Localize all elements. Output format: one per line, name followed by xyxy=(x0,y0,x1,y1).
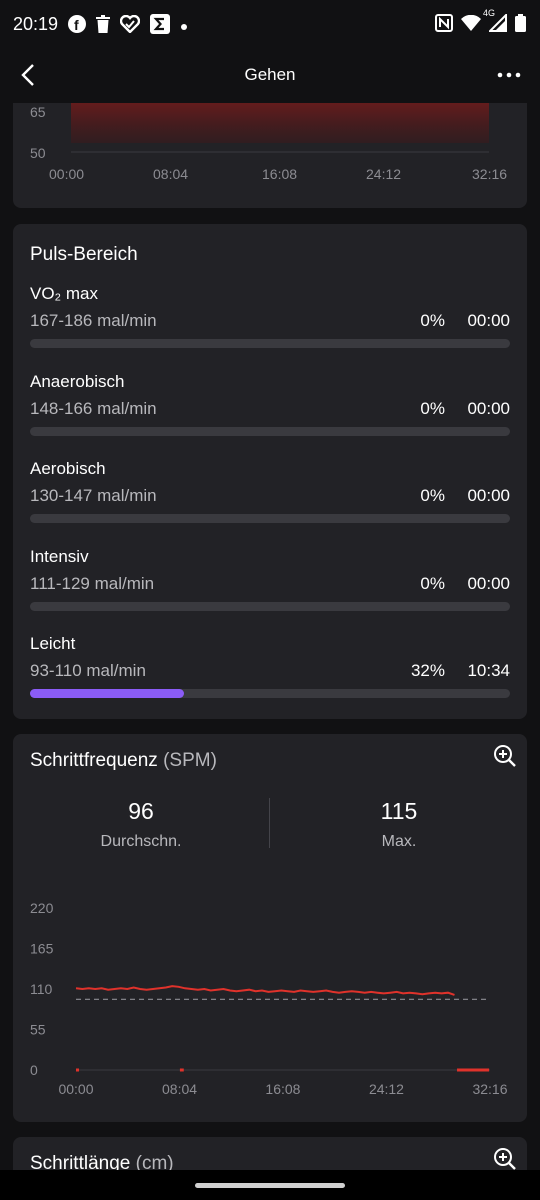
stride-length-unit: (cm) xyxy=(135,1153,174,1170)
hr-zone-name: Leicht xyxy=(30,634,76,653)
hr-x-tick-label: 00:00 xyxy=(49,166,84,182)
hr-zone-row: VO₂ max 167-186 mal/min 0% 00:00 xyxy=(30,284,510,364)
hr-zone-name: Aerobisch xyxy=(30,459,106,478)
hr-x-tick-label: 32:16 xyxy=(472,166,507,182)
stride-length-card: Schrittlänge (cm) xyxy=(13,1137,527,1170)
hr-zone-progress-track xyxy=(30,601,510,611)
hr-zone-name: Intensiv xyxy=(30,546,89,566)
hr-zone-row: Leicht 93-110 mal/min 32% 10:34 xyxy=(30,634,510,714)
svg-text:f: f xyxy=(74,17,79,33)
cadence-zoom-button[interactable] xyxy=(493,744,517,768)
hr-zone-time: 00:00 xyxy=(467,398,510,418)
heart-rate-chart: 65 50 00:00 08:04 16:08 24:12 32:16 xyxy=(30,103,507,182)
cadence-average-value: 96 xyxy=(128,798,154,824)
cadence-series-line xyxy=(75,985,455,996)
cadence-title: Schrittfrequenz (SPM) xyxy=(30,750,217,772)
cadence-y-tick-label: 165 xyxy=(30,941,54,957)
back-arrow-icon xyxy=(21,64,34,86)
cadence-y-tick-label: 55 xyxy=(30,1022,46,1038)
cadence-y-tick-label: 220 xyxy=(30,900,54,916)
hr-zone-time: 00:00 xyxy=(467,311,510,330)
hr-zone-range: 130-147 mal/min xyxy=(30,486,157,505)
wifi-icon xyxy=(461,14,481,36)
cadence-max-label: Max. xyxy=(381,833,417,850)
cadence-x-tick-label: 32:16 xyxy=(472,1081,507,1097)
cadence-unit: (SPM) xyxy=(163,750,217,771)
hr-zone-progress-track xyxy=(30,514,510,523)
hr-x-tick-label: 16:08 xyxy=(262,166,297,182)
zoom-in-icon xyxy=(494,745,516,767)
heart-rate-chart-card: 65 50 00:00 08:04 16:08 24:12 32:16 xyxy=(13,103,527,208)
hr-zones-title: Puls-Bereich xyxy=(30,244,138,265)
cadence-card: Schrittfrequenz (SPM) 96 Durchschn. 115 … xyxy=(13,734,527,1122)
cadence-x-tick-label: 00:00 xyxy=(58,1081,93,1097)
hr-zone-name: Anaerobisch xyxy=(30,371,125,391)
dot-icon xyxy=(180,18,188,36)
hr-y-tick-label: 50 xyxy=(30,145,46,161)
cadence-x-tick-label: 16:08 xyxy=(265,1081,300,1097)
hr-zone-progress-fill xyxy=(30,689,184,698)
hr-zone-row: Aerobisch 130-147 mal/min 0% 00:00 xyxy=(30,459,510,539)
zoom-in-icon xyxy=(494,1148,516,1170)
signal-icon: 4G xyxy=(483,8,507,37)
cadence-title-text: Schrittfrequenz xyxy=(30,750,158,771)
stride-length-zoom-button[interactable] xyxy=(493,1147,517,1170)
health-heart-icon xyxy=(119,14,141,38)
more-options-button[interactable] xyxy=(496,62,522,88)
hr-x-tick-label: 08:04 xyxy=(153,166,188,182)
hr-zone-range: 148-166 mal/min xyxy=(30,398,157,418)
hr-x-tick-label: 24:12 xyxy=(366,166,401,182)
hr-zone-percent: 0% xyxy=(420,311,445,330)
cadence-average-label: Durchschn. xyxy=(100,833,182,850)
cadence-y-tick-label: 0 xyxy=(30,1062,38,1078)
facebook-icon: f xyxy=(68,15,86,38)
cadence-max-stat: 115 Max. xyxy=(274,798,524,851)
hr-zone-range: 167-186 mal/min xyxy=(30,311,157,330)
stat-divider xyxy=(269,798,270,848)
cadence-average-stat: 96 Durchschn. xyxy=(16,798,266,851)
app-bar: Gehen xyxy=(0,50,540,102)
home-gesture-handle[interactable] xyxy=(195,1183,345,1188)
hr-zone-name: VO₂ max xyxy=(30,284,98,303)
hr-zone-time: 00:00 xyxy=(467,573,510,593)
sigma-app-icon xyxy=(150,14,170,39)
cadence-max-value: 115 xyxy=(380,798,418,824)
hr-zone-progress-track xyxy=(30,689,510,698)
hr-zone-percent: 32% xyxy=(410,661,445,680)
hr-zone-range: 111-129 mal/min xyxy=(30,573,155,593)
network-type-label: 4G xyxy=(483,8,496,18)
status-time: 20:19 xyxy=(13,14,59,34)
cadence-chart: 220 165 110 55 0 00:00 08:04 16:08 24:12 32:16 xyxy=(30,900,508,1097)
hr-zone-time: 10:34 xyxy=(467,661,510,680)
stride-length-title-text: Schrittlänge xyxy=(30,1153,131,1170)
cadence-y-tick-label: 110 xyxy=(30,981,53,997)
hr-zone-row: Intensiv 111-129 mal/min 0% 00:00 xyxy=(30,547,510,627)
hr-zone-percent: 0% xyxy=(420,398,445,418)
hr-zone-range: 93-110 mal/min xyxy=(30,661,146,680)
nfc-icon xyxy=(435,14,453,37)
hr-zone-row: Anaerobisch 148-166 mal/min 0% 00:00 xyxy=(30,372,510,452)
hr-zone-percent: 0% xyxy=(420,486,445,505)
scroll-content[interactable]: 65 50 00:00 08:04 16:08 24:12 32:16 Puls… xyxy=(0,103,540,1170)
hr-zone-progress-track xyxy=(30,426,510,436)
cadence-x-tick-label: 24:12 xyxy=(369,1081,404,1097)
more-dots-icon xyxy=(497,72,521,78)
cadence-x-tick-label: 08:04 xyxy=(162,1081,197,1097)
stride-length-title: Schrittlänge (cm) xyxy=(30,1153,174,1170)
trash-icon xyxy=(96,15,110,38)
hr-zone-time: 00:00 xyxy=(467,486,510,505)
heart-rate-area xyxy=(71,103,489,143)
back-button[interactable] xyxy=(14,60,44,90)
battery-icon xyxy=(515,14,526,37)
hr-zones-card: Puls-Bereich VO₂ max 167-186 mal/min 0% 00:… xyxy=(13,224,527,719)
hr-zone-progress-track xyxy=(30,339,510,348)
hr-zone-percent: 0% xyxy=(420,573,445,593)
system-nav-bar xyxy=(0,1170,540,1200)
hr-y-tick-label: 65 xyxy=(30,104,46,120)
page-title: Gehen xyxy=(244,65,296,84)
status-bar: 20:19 f 4G xyxy=(0,0,540,50)
